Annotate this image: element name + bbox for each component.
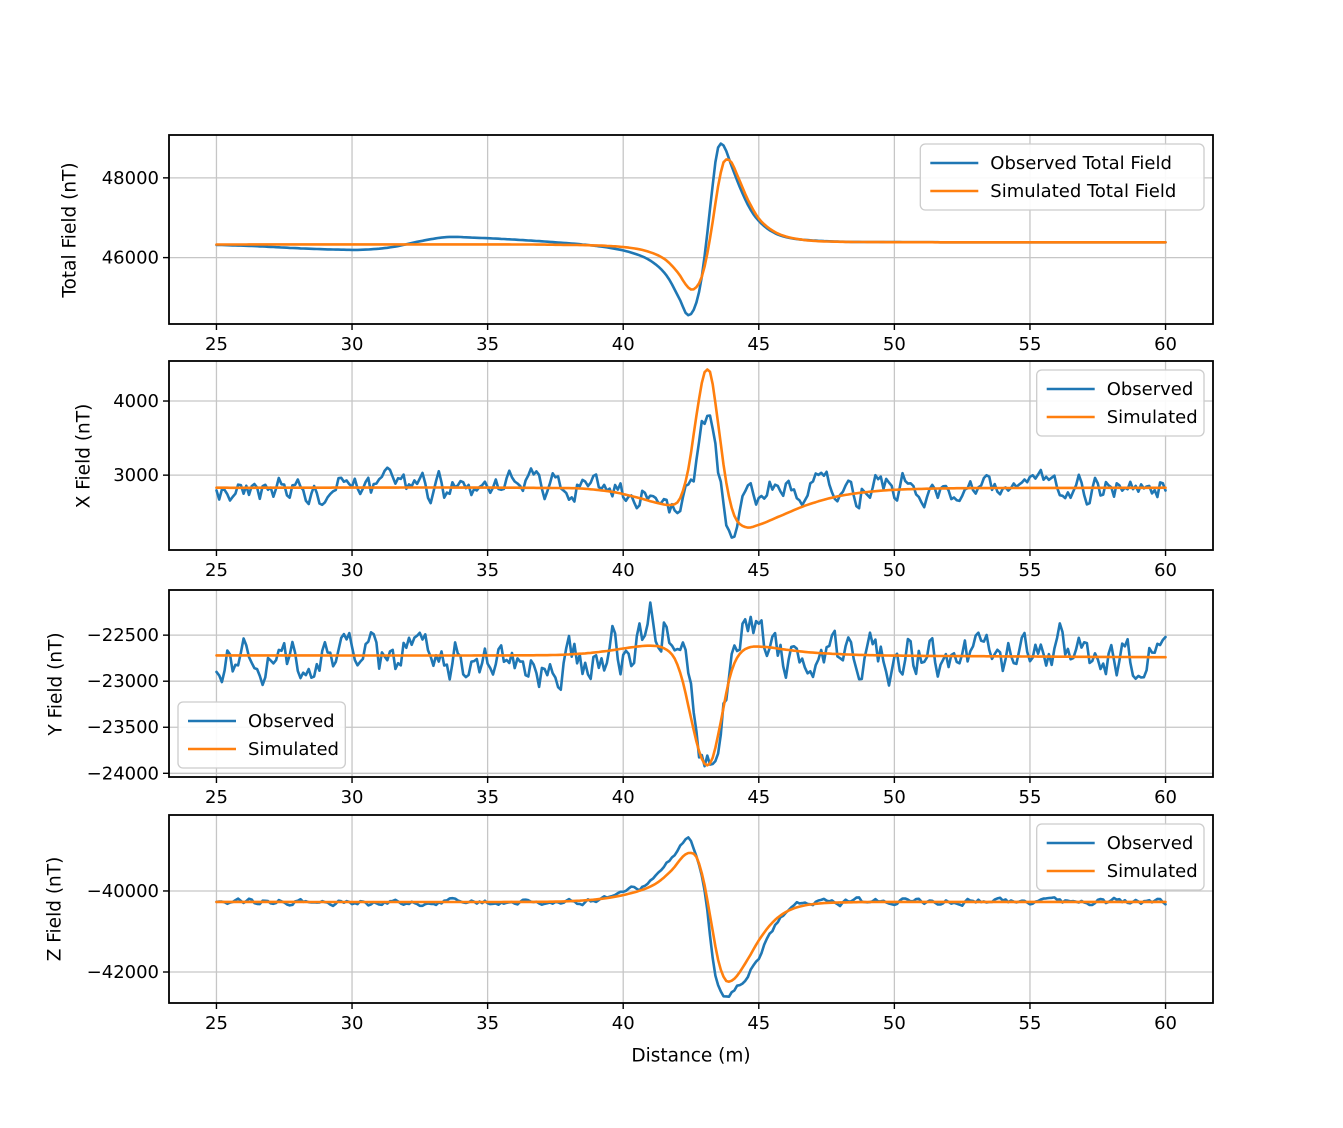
axes-spines (168, 360, 1214, 551)
x-tick-label: 50 (883, 560, 906, 581)
legend-label: Observed Total Field (990, 153, 1172, 174)
y-axis-label-total-field: Total Field (nT) (59, 162, 81, 298)
observed-line (215, 601, 1167, 768)
legend: Observed Total Field Simulated Total Fiel… (919, 143, 1205, 211)
x-tick-label: 60 (1154, 334, 1177, 355)
x-tick-label: 40 (612, 560, 635, 581)
x-tick-label: 50 (883, 1013, 906, 1034)
legend-frame (1036, 823, 1205, 891)
legend: Observed Simulated (177, 701, 346, 769)
x-tick-label: 30 (341, 560, 364, 581)
y-tick-label: 3000 (113, 465, 159, 486)
x-tick-label: 60 (1154, 787, 1177, 808)
x-tick-label: 25 (205, 787, 228, 808)
y-tick-label: −23500 (87, 717, 159, 738)
axes-spines (168, 589, 1214, 778)
legend-label: Simulated (1107, 407, 1198, 428)
x-tick-label: 25 (205, 560, 228, 581)
simulated-line (215, 158, 1167, 291)
y-axis-label-x-field: X Field (nT) (73, 403, 95, 509)
x-tick-label: 35 (476, 1013, 499, 1034)
axes-spines (168, 134, 1214, 325)
y-tick-label: 46000 (102, 248, 159, 269)
legend-frame (1036, 369, 1205, 437)
legend-label: Observed (248, 711, 335, 732)
x-tick-label: 45 (747, 560, 770, 581)
legend-label: Simulated (1107, 861, 1198, 882)
y-tick-label: −23000 (87, 671, 159, 692)
y-tick-label: −24000 (87, 763, 159, 784)
x-tick-label: 50 (883, 787, 906, 808)
x-tick-label: 25 (205, 334, 228, 355)
x-tick-label: 60 (1154, 560, 1177, 581)
x-tick-label: 30 (341, 334, 364, 355)
subplot-x-field: 25 30 35 40 45 50 55 60 3000 4000 Observed Simulate… (113, 360, 1214, 581)
x-tick-label: 30 (341, 1013, 364, 1034)
legend-label: Observed (1107, 833, 1194, 854)
legend-frame (177, 701, 346, 769)
y-axis-label-z-field: Z Field (nT) (44, 856, 66, 962)
legend-frame (919, 143, 1205, 211)
subplot-total-field: 25 30 35 40 45 50 55 60 46000 48000 Observed Total… (102, 134, 1214, 355)
x-tick-label: 40 (612, 787, 635, 808)
x-tick-label: 35 (476, 560, 499, 581)
x-tick-label: 40 (612, 1013, 635, 1034)
x-axis-label-distance: Distance (m) (631, 1045, 751, 1067)
x-tick-label: 40 (612, 334, 635, 355)
x-tick-label: 30 (341, 787, 364, 808)
simulated-line (215, 644, 1167, 767)
legend-label: Observed (1107, 379, 1194, 400)
subplot-y-field: 25 30 35 40 45 50 55 60 −24000 −23500 −23000 −22500… (87, 589, 1214, 808)
x-tick-label: 55 (1019, 560, 1042, 581)
x-tick-label: 55 (1019, 787, 1042, 808)
x-tick-label: 35 (476, 787, 499, 808)
y-tick-label: −42000 (87, 962, 159, 983)
subplot-z-field: 25 30 35 40 45 50 55 60 −42000 −40000 Observed Simu… (87, 814, 1214, 1034)
axes-spines (168, 814, 1214, 1004)
x-tick-label: 45 (747, 334, 770, 355)
x-tick-label: 25 (205, 1013, 228, 1034)
simulated-line (215, 368, 1167, 529)
observed-line (215, 836, 1167, 998)
y-tick-label: 4000 (113, 391, 159, 412)
legend-label: Simulated Total Field (990, 181, 1176, 202)
legend: Observed Simulated (1036, 823, 1205, 891)
y-tick-label: 48000 (102, 168, 159, 189)
x-tick-label: 50 (883, 334, 906, 355)
x-tick-label: 60 (1154, 1013, 1177, 1034)
y-axis-label-y-field: Y Field (nT) (45, 632, 67, 736)
x-tick-label: 45 (747, 1013, 770, 1034)
y-tick-label: −40000 (87, 881, 159, 902)
simulated-line (215, 851, 1167, 983)
y-tick-label: −22500 (87, 625, 159, 646)
x-tick-label: 55 (1019, 334, 1042, 355)
x-tick-label: 35 (476, 334, 499, 355)
legend: Observed Simulated (1036, 369, 1205, 437)
x-tick-label: 45 (747, 787, 770, 808)
x-tick-label: 55 (1019, 1013, 1042, 1034)
legend-label: Simulated (248, 739, 339, 760)
observed-line (215, 414, 1167, 539)
